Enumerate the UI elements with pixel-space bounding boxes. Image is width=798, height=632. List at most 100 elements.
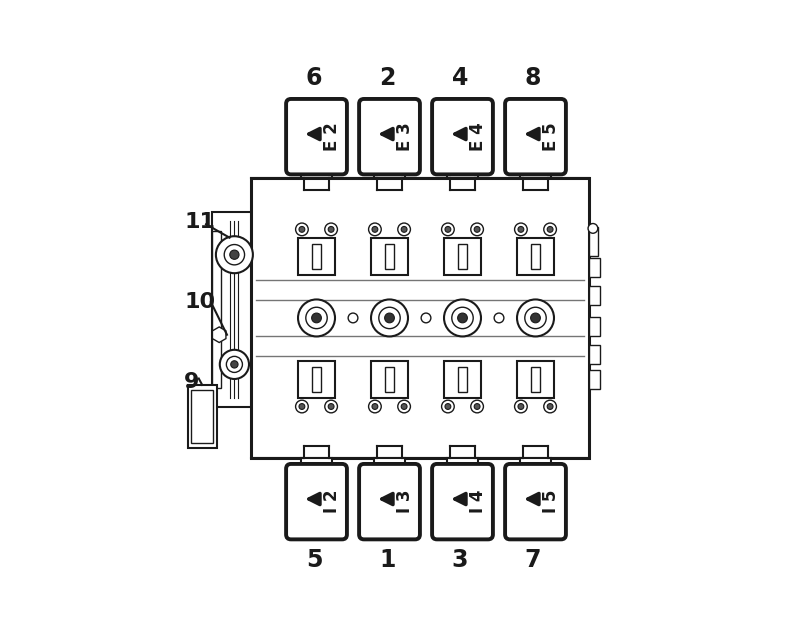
Text: 6: 6 (306, 66, 322, 90)
Bar (444, 362, 480, 398)
Circle shape (401, 404, 407, 410)
Circle shape (385, 313, 394, 323)
Circle shape (474, 404, 480, 410)
Circle shape (295, 223, 308, 236)
Bar (589, 317, 600, 336)
Circle shape (444, 300, 481, 336)
Circle shape (517, 300, 554, 336)
Bar (312, 367, 321, 392)
Circle shape (457, 313, 468, 323)
Text: E 3: E 3 (396, 123, 413, 151)
Text: 10: 10 (184, 292, 215, 312)
Circle shape (397, 400, 410, 413)
Bar (447, 164, 478, 178)
Bar (458, 244, 467, 269)
Text: 3: 3 (452, 548, 468, 572)
Circle shape (494, 313, 504, 323)
Text: I 3: I 3 (396, 490, 413, 513)
FancyBboxPatch shape (432, 99, 493, 174)
Circle shape (397, 223, 410, 236)
Bar (301, 164, 332, 178)
Circle shape (515, 223, 527, 236)
Bar (251, 178, 589, 458)
Circle shape (224, 245, 244, 265)
Bar (188, 385, 217, 448)
Text: 11: 11 (184, 212, 215, 232)
Circle shape (312, 313, 322, 323)
Text: 9: 9 (184, 372, 200, 392)
Text: E 4: E 4 (468, 123, 487, 151)
Circle shape (328, 404, 334, 410)
Circle shape (298, 300, 335, 336)
Circle shape (227, 356, 243, 372)
FancyBboxPatch shape (505, 99, 566, 174)
Circle shape (216, 236, 253, 273)
Circle shape (471, 223, 484, 236)
Text: 1: 1 (379, 548, 395, 572)
FancyBboxPatch shape (286, 99, 347, 174)
Bar (373, 458, 405, 473)
Bar (519, 164, 551, 178)
Circle shape (531, 313, 540, 323)
Bar (458, 367, 467, 392)
Circle shape (441, 400, 454, 413)
Bar (192, 390, 213, 443)
Circle shape (379, 307, 401, 329)
Circle shape (371, 300, 408, 336)
Text: 5: 5 (306, 548, 322, 572)
Circle shape (369, 223, 381, 236)
Circle shape (348, 313, 358, 323)
Bar (589, 286, 600, 305)
Circle shape (515, 400, 527, 413)
Circle shape (372, 404, 377, 410)
Bar (385, 244, 394, 269)
Bar (298, 238, 335, 275)
Bar (589, 370, 600, 389)
Circle shape (547, 226, 553, 233)
Polygon shape (212, 327, 226, 343)
Circle shape (230, 250, 239, 259)
Circle shape (369, 400, 381, 413)
Circle shape (547, 404, 553, 410)
Bar (371, 238, 408, 275)
Circle shape (543, 400, 556, 413)
Circle shape (518, 404, 523, 410)
Text: 2: 2 (379, 66, 395, 90)
Text: I 5: I 5 (542, 490, 559, 513)
Circle shape (452, 307, 473, 329)
Bar (371, 362, 408, 398)
Text: 8: 8 (525, 66, 541, 90)
FancyBboxPatch shape (505, 464, 566, 539)
Bar (531, 244, 540, 269)
Bar (589, 227, 598, 257)
Bar (531, 367, 540, 392)
Circle shape (445, 226, 451, 233)
Circle shape (231, 361, 238, 368)
Circle shape (518, 226, 523, 233)
Circle shape (588, 224, 598, 233)
FancyBboxPatch shape (359, 464, 420, 539)
Circle shape (471, 400, 484, 413)
Bar (385, 367, 394, 392)
Bar (447, 458, 478, 473)
FancyBboxPatch shape (432, 464, 493, 539)
Circle shape (325, 223, 338, 236)
FancyBboxPatch shape (286, 464, 347, 539)
Bar (312, 244, 321, 269)
Circle shape (525, 307, 546, 329)
Bar (589, 258, 600, 277)
FancyBboxPatch shape (359, 99, 420, 174)
Text: E 5: E 5 (542, 123, 559, 151)
Circle shape (299, 226, 305, 233)
Bar (212, 212, 251, 408)
Bar (212, 231, 220, 388)
Text: I 4: I 4 (468, 490, 487, 513)
Circle shape (328, 226, 334, 233)
Circle shape (299, 404, 305, 410)
Text: E 2: E 2 (322, 123, 341, 151)
Circle shape (295, 400, 308, 413)
Circle shape (441, 223, 454, 236)
Bar (517, 238, 554, 275)
Circle shape (325, 400, 338, 413)
Text: 4: 4 (452, 66, 468, 90)
